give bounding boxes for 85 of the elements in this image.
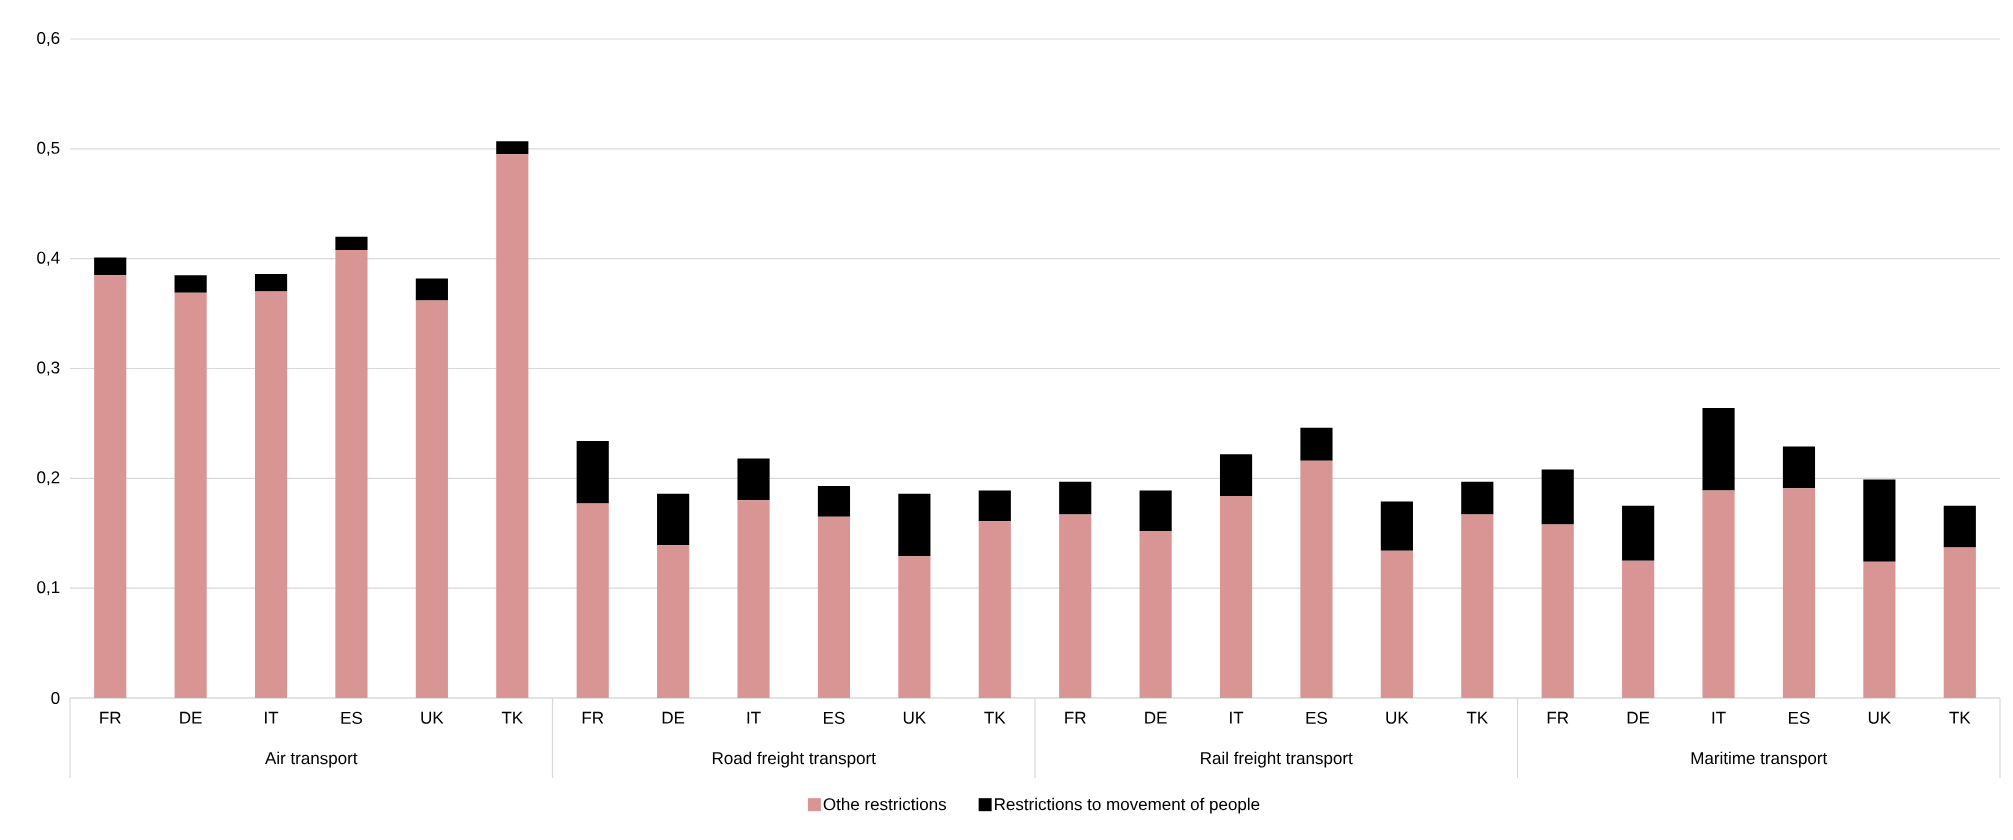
legend-label: Othe restrictions (823, 797, 947, 811)
x-tick-label: IT (265, 711, 279, 724)
bar (1782, 488, 1816, 698)
x-tick-label: FR (1065, 711, 1086, 724)
bar (1622, 505, 1655, 561)
y-tick-label: 0,5 (37, 141, 60, 156)
x-tick-label: TK (1466, 711, 1488, 724)
bar (737, 500, 770, 698)
x-tick-label: ES (1306, 711, 1328, 724)
bar (1702, 408, 1735, 491)
x-tick-label: ES (341, 711, 363, 724)
text: Rail freight transport (1201, 751, 1353, 768)
bar (496, 141, 529, 155)
bar (415, 300, 448, 698)
text: Road freight transport (712, 751, 876, 768)
x-tick-label: ES (824, 711, 845, 724)
y-tick-label: 0 (51, 691, 60, 705)
bar (1380, 501, 1413, 551)
bar (1139, 531, 1172, 698)
bar (254, 291, 288, 698)
y-tick-label: 0,6 (37, 31, 60, 47)
x-tick-label: DE (662, 711, 685, 724)
y-tick-label: 0,3 (37, 361, 60, 376)
bar (1782, 446, 1816, 489)
bar (1219, 495, 1253, 698)
bar (1702, 490, 1735, 698)
bar (1863, 561, 1896, 698)
bar (1380, 550, 1413, 698)
bar (978, 521, 1011, 698)
bar (576, 440, 609, 504)
bar (817, 516, 851, 698)
bar (1541, 524, 1574, 698)
bar (657, 545, 690, 698)
bar (1943, 505, 1976, 548)
bar (335, 236, 368, 250)
text: Air transport (264, 751, 358, 768)
text: Maritime transport (1691, 751, 1828, 768)
bar (1461, 514, 1494, 698)
x-tick-label: UK (903, 711, 926, 724)
y-tick-label: 0,2 (37, 471, 60, 486)
y-tick-label: 0,1 (37, 581, 60, 596)
bar (898, 493, 931, 557)
bar (174, 275, 207, 293)
x-tick-label: FR (1547, 711, 1569, 724)
x-tick-label: UK (421, 711, 444, 724)
x-tick-label: IT (747, 711, 761, 724)
x-tick-label: UK (1868, 711, 1891, 724)
bar (576, 503, 609, 698)
bar (1622, 560, 1655, 698)
bar (737, 458, 770, 501)
x-tick-label: TK (501, 711, 523, 724)
x-tick-label: TK (1949, 711, 1971, 724)
bar (415, 278, 448, 301)
bar (94, 257, 127, 276)
bar (1863, 479, 1896, 562)
bar (1943, 547, 1976, 698)
y-tick-label: 0,4 (37, 251, 60, 266)
legend-label: Restrictions to movement of people (995, 797, 1260, 814)
bar (1139, 490, 1172, 532)
bar (898, 556, 931, 698)
bar (254, 274, 288, 292)
bar (1300, 460, 1333, 698)
bar (335, 249, 368, 698)
bar (1059, 514, 1092, 698)
bar (496, 154, 529, 698)
x-tick-label: IT (1712, 711, 1726, 724)
bar (1219, 454, 1253, 496)
x-tick-label: UK (1386, 711, 1409, 724)
bar (174, 292, 207, 698)
x-tick-label: ES (1789, 711, 1810, 724)
bar (1300, 427, 1333, 461)
x-tick-label: FR (100, 711, 121, 724)
bar (817, 486, 851, 517)
bar (1059, 481, 1092, 515)
x-tick-label: TK (984, 711, 1006, 724)
bar (94, 275, 127, 698)
bar (1541, 469, 1574, 525)
x-tick-label: IT (1230, 711, 1244, 724)
x-tick-label: DE (1627, 711, 1650, 724)
bar (978, 490, 1011, 522)
x-tick-label: DE (1145, 711, 1167, 724)
bar (657, 493, 690, 546)
bar (1461, 481, 1494, 515)
x-tick-label: FR (582, 711, 604, 724)
x-tick-label: DE (180, 711, 202, 724)
